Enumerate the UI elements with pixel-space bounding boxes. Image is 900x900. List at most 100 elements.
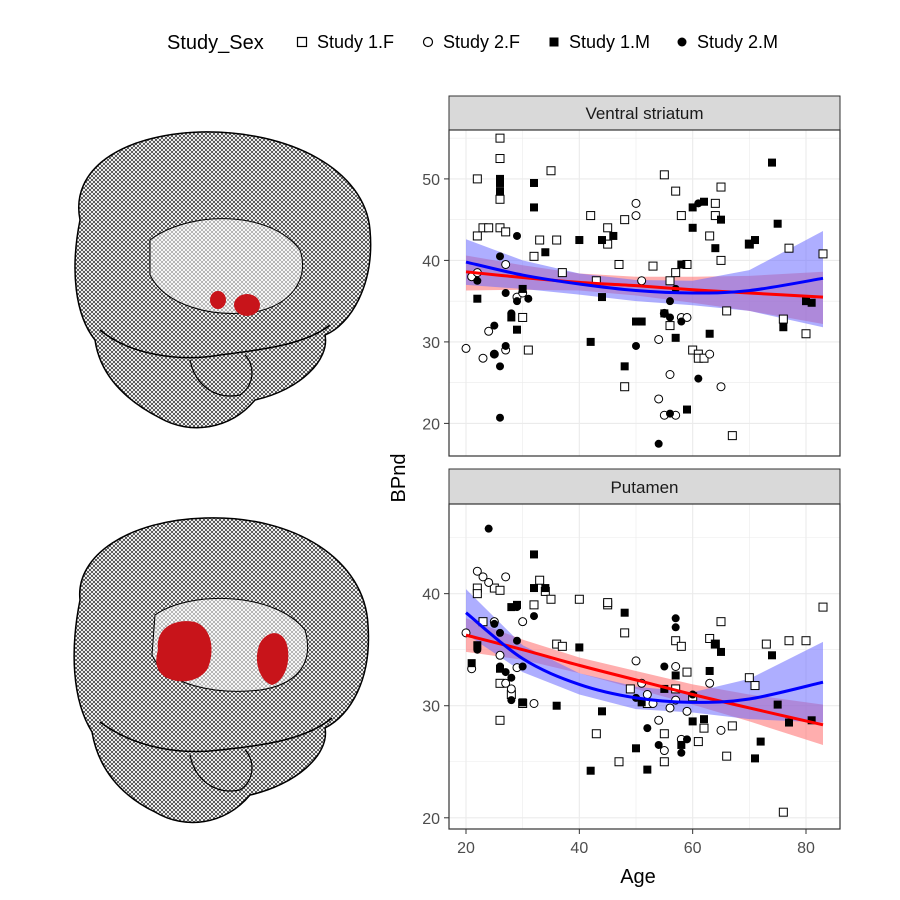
data-point xyxy=(524,294,533,303)
data-point xyxy=(484,524,493,533)
data-point xyxy=(751,236,759,245)
legend-label: Study 1.M xyxy=(569,32,650,52)
data-point xyxy=(541,584,550,593)
data-point xyxy=(620,382,630,392)
data-point xyxy=(546,166,556,176)
data-point xyxy=(473,641,482,650)
data-point xyxy=(501,668,510,677)
brain-render-putamen xyxy=(40,500,400,830)
data-point xyxy=(671,614,680,623)
data-point xyxy=(671,333,680,342)
data-point xyxy=(778,807,788,817)
data-point xyxy=(705,666,714,675)
legend-key-filled-square xyxy=(549,37,559,47)
x-tick-label: 40 xyxy=(570,840,588,857)
data-point xyxy=(807,298,816,307)
data-point xyxy=(586,766,595,775)
data-point xyxy=(688,203,697,212)
y-tick-label: 30 xyxy=(422,699,440,716)
data-point xyxy=(761,639,771,649)
data-point xyxy=(461,343,471,353)
roi-left-putamen xyxy=(156,621,212,682)
data-point xyxy=(666,297,674,306)
panel-frame-ventral-striatum xyxy=(448,129,841,457)
data-point xyxy=(779,323,788,332)
data-point xyxy=(660,684,669,693)
data-point xyxy=(625,684,635,694)
data-point xyxy=(671,186,681,196)
data-point xyxy=(472,231,482,241)
data-point xyxy=(751,754,759,763)
data-point xyxy=(506,684,516,694)
data-point xyxy=(683,405,691,414)
data-point xyxy=(683,735,691,744)
data-point xyxy=(682,667,692,677)
fit-line-M xyxy=(465,611,824,704)
data-point xyxy=(495,154,505,164)
strip-ventral-striatum xyxy=(448,95,841,131)
data-point xyxy=(700,715,708,724)
data-point xyxy=(654,394,664,404)
data-point xyxy=(666,409,674,418)
legend-key-open-square xyxy=(296,36,308,48)
data-point xyxy=(818,602,828,612)
legend-item: Study 2.F xyxy=(422,32,520,52)
data-point xyxy=(784,243,794,253)
data-point xyxy=(513,297,521,306)
data-point xyxy=(609,231,618,240)
data-point xyxy=(529,698,539,708)
data-point xyxy=(530,203,538,212)
x-tick-label: 80 xyxy=(797,840,815,857)
data-point xyxy=(472,566,482,576)
data-point xyxy=(495,650,505,660)
data-point xyxy=(484,223,494,233)
data-point xyxy=(700,197,708,206)
data-point xyxy=(631,211,641,221)
data-point xyxy=(671,636,681,646)
data-point xyxy=(632,341,640,350)
data-point xyxy=(727,431,737,441)
data-point xyxy=(603,239,613,249)
x-tick-label: 60 xyxy=(684,840,702,857)
data-point xyxy=(496,628,504,637)
data-point xyxy=(705,329,714,338)
data-point xyxy=(496,187,504,196)
data-point xyxy=(705,349,715,359)
y-tick-label: 50 xyxy=(422,172,440,189)
data-point xyxy=(507,603,516,612)
data-point xyxy=(677,740,686,749)
data-point xyxy=(665,703,675,713)
legend-item: Study 1.F xyxy=(296,32,394,52)
data-point xyxy=(727,721,737,731)
data-point xyxy=(643,724,652,733)
data-point xyxy=(659,729,669,739)
data-point xyxy=(637,276,647,286)
data-point xyxy=(716,182,726,192)
data-point xyxy=(614,259,624,269)
data-point xyxy=(575,236,584,245)
data-point xyxy=(632,317,640,326)
data-point xyxy=(659,746,669,756)
data-point xyxy=(773,219,782,228)
data-point xyxy=(598,707,606,716)
data-point xyxy=(484,326,494,336)
legend-label: Study 2.M xyxy=(697,32,778,52)
data-point xyxy=(513,603,521,612)
data-point xyxy=(654,334,664,344)
data-point xyxy=(676,211,686,221)
data-point xyxy=(518,662,527,671)
legend-item: Study 1.M xyxy=(549,32,650,52)
data-point xyxy=(535,235,545,245)
data-point xyxy=(807,716,816,725)
confidence-band-M xyxy=(466,231,823,328)
legend-title: Study_Sex xyxy=(167,32,264,54)
data-point xyxy=(501,678,511,688)
data-point xyxy=(557,268,567,278)
data-point xyxy=(496,252,504,261)
y-tick-label: 20 xyxy=(422,811,440,828)
data-point xyxy=(677,317,686,326)
data-point xyxy=(801,329,811,339)
data-point xyxy=(501,227,511,237)
data-point xyxy=(768,158,776,167)
data-point xyxy=(552,235,562,245)
